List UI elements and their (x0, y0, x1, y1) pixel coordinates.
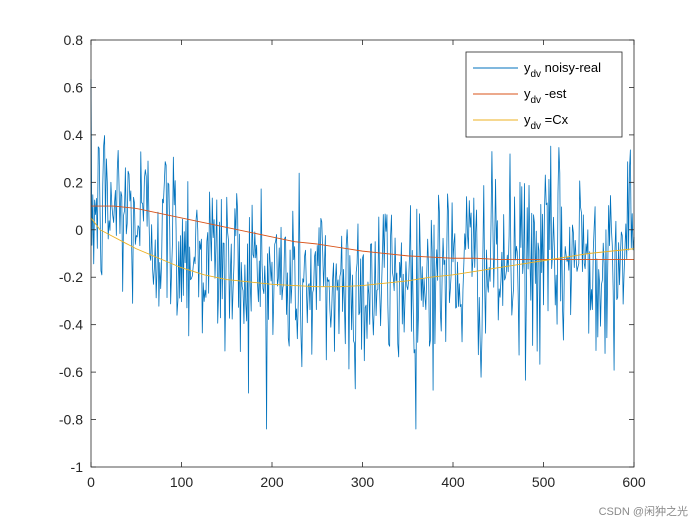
axes-layer: 0 100 200 300 400 500 600 -1 -0.8 -0.6 -0.4 -0.2 0 0.… (59, 32, 646, 490)
series-line-3 (90, 217, 635, 288)
x-tick-label: 0 (87, 474, 95, 490)
y-tick-label: -0.6 (59, 364, 83, 380)
series-layer (90, 79, 635, 430)
x-tick-label: 600 (622, 474, 646, 490)
legend-label-main: y (524, 86, 531, 101)
x-tick-label: 200 (260, 474, 284, 490)
legend-label-1: ydv noisy-real (524, 60, 601, 80)
x-tick-label: 400 (441, 474, 465, 490)
y-tick-label: 0.4 (64, 127, 84, 143)
legend-label-rest: noisy-real (541, 60, 601, 75)
y-tick-label: -0.8 (59, 412, 83, 428)
legend-label-rest: =Cx (541, 112, 569, 127)
y-tick-label: 0 (75, 222, 83, 238)
legend-label-main: y (524, 60, 531, 75)
y-tick-label: -1 (71, 459, 84, 475)
legend-label-3: ydv =Cx (524, 112, 569, 132)
watermark-text: CSDN @闲狆之光 (598, 506, 688, 518)
legend-label-main: y (524, 112, 531, 127)
legend-label-sub: dv (531, 121, 542, 132)
legend-label-2: ydv -est (524, 86, 567, 106)
y-tick-label: -0.4 (59, 317, 83, 333)
y-tick-label: 0.2 (64, 174, 84, 190)
y-tick-label: 0.8 (64, 32, 84, 48)
legend-label-sub: dv (531, 95, 542, 106)
legend-label-sub: dv (531, 69, 542, 80)
y-tick-label: -0.2 (59, 269, 83, 285)
x-tick-label: 500 (532, 474, 556, 490)
x-tick-label: 100 (170, 474, 194, 490)
legend-box (465, 51, 623, 138)
y-tick-label: 0.6 (64, 79, 84, 95)
legend-label-rest: -est (541, 86, 567, 101)
x-tick-label: 300 (351, 474, 375, 490)
series-line-2 (91, 205, 634, 260)
series-line-1 (90, 79, 635, 430)
